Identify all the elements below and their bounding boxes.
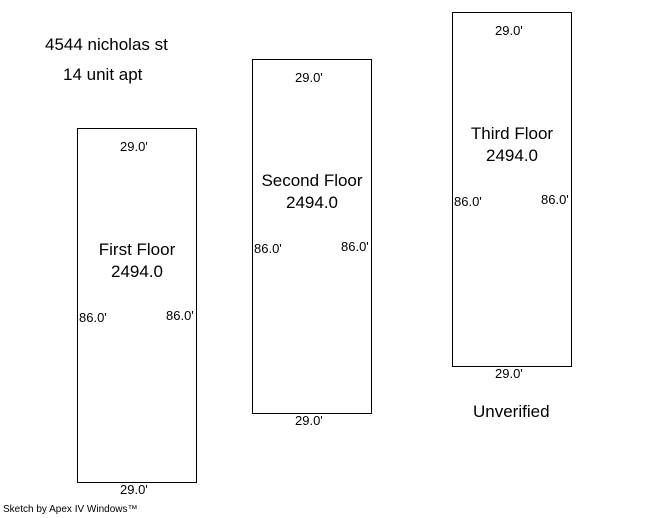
dim-bottom-second: 29.0' bbox=[295, 413, 323, 428]
floor-box-first bbox=[77, 128, 197, 483]
dim-top-first: 29.0' bbox=[120, 139, 148, 154]
floor-title-second: Second Floor bbox=[252, 171, 372, 191]
floor-box-second bbox=[252, 59, 372, 414]
subtitle-line: 14 unit apt bbox=[63, 65, 142, 85]
sketch-canvas: 4544 nicholas st 14 unit apt 29.0' 29.0'… bbox=[0, 0, 649, 518]
floor-area-second: 2494.0 bbox=[252, 193, 372, 213]
dim-left-first: 86.0' bbox=[79, 310, 107, 325]
floor-box-third bbox=[452, 12, 572, 367]
dim-top-second: 29.0' bbox=[295, 70, 323, 85]
floor-title-first: First Floor bbox=[77, 240, 197, 260]
address-line: 4544 nicholas st bbox=[45, 35, 168, 55]
dim-right-first: 86.0' bbox=[166, 308, 194, 323]
dim-left-second: 86.0' bbox=[254, 241, 282, 256]
dim-right-third: 86.0' bbox=[541, 192, 569, 207]
floor-area-third: 2494.0 bbox=[452, 146, 572, 166]
footer-credit: Sketch by Apex IV Windows™ bbox=[3, 504, 138, 515]
dim-bottom-third: 29.0' bbox=[495, 366, 523, 381]
status-text: Unverified bbox=[473, 402, 550, 422]
floor-area-first: 2494.0 bbox=[77, 262, 197, 282]
dim-bottom-first: 29.0' bbox=[120, 482, 148, 497]
dim-left-third: 86.0' bbox=[454, 194, 482, 209]
dim-top-third: 29.0' bbox=[495, 23, 523, 38]
floor-title-third: Third Floor bbox=[452, 124, 572, 144]
dim-right-second: 86.0' bbox=[341, 239, 369, 254]
